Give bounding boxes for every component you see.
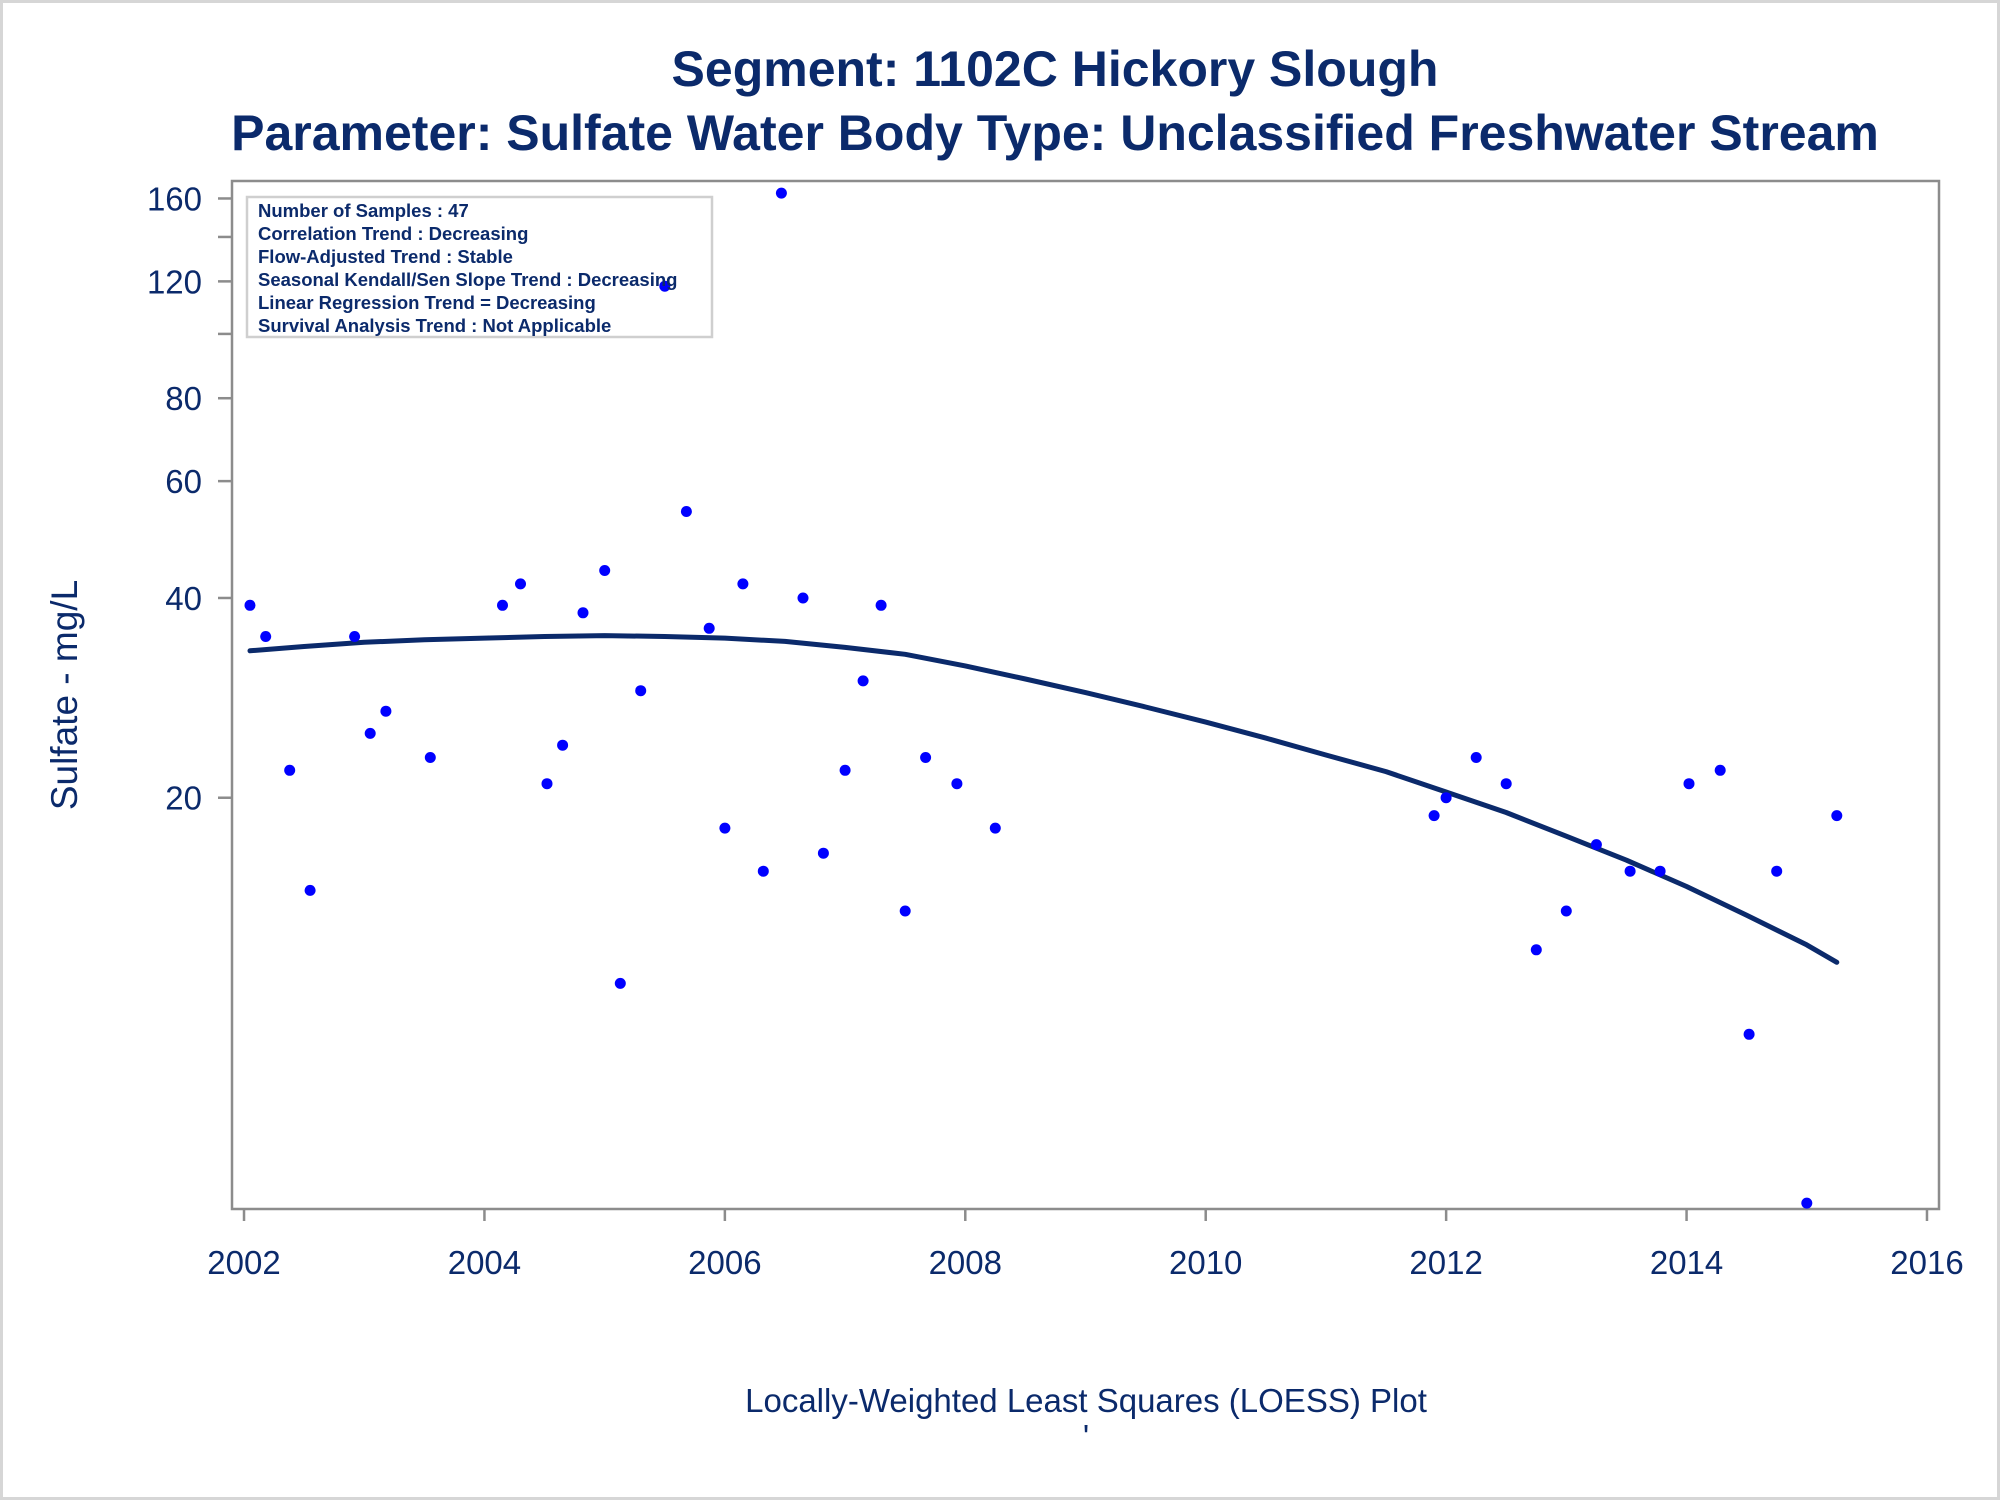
- data-point: [577, 607, 589, 619]
- data-point: [614, 977, 626, 989]
- data-point: [541, 778, 553, 790]
- y-tick-label: 80: [165, 380, 202, 417]
- data-point: [737, 578, 749, 590]
- data-point: [1654, 865, 1666, 877]
- data-marks: [244, 187, 1843, 1209]
- y-tick-label: 20: [165, 780, 202, 817]
- data-point: [515, 578, 526, 590]
- x-tick-label: 2014: [1650, 1244, 1723, 1281]
- inset-line: Seasonal Kendall/Sen Slope Trend : Decre…: [258, 269, 677, 290]
- data-point: [817, 847, 829, 859]
- data-point: [775, 187, 787, 199]
- data-point: [680, 506, 692, 517]
- data-point: [557, 739, 569, 751]
- y-tick-label: 40: [165, 580, 202, 617]
- data-point: [951, 778, 963, 790]
- y-axis-label: Sulfate - mg/L: [44, 580, 85, 810]
- inset-line: Flow-Adjusted Trend : Stable: [258, 246, 513, 267]
- data-point: [497, 599, 508, 611]
- x-tick-label: 2006: [688, 1244, 761, 1281]
- data-point: [1500, 778, 1512, 790]
- data-point: [599, 565, 611, 576]
- data-point: [364, 727, 376, 739]
- x-tick-label: 2012: [1409, 1244, 1482, 1281]
- data-point: [1428, 810, 1440, 822]
- data-point: [304, 884, 316, 896]
- x-tick-label: 2010: [1169, 1244, 1242, 1281]
- data-point: [1683, 778, 1695, 790]
- inset-line: Linear Regression Trend = Decreasing: [258, 292, 596, 313]
- data-point: [349, 631, 361, 642]
- data-point: [635, 685, 647, 697]
- data-point: [284, 764, 296, 776]
- data-point: [1530, 944, 1542, 956]
- chart-title: Segment: 1102C Hickory Slough: [672, 41, 1439, 97]
- y-tick-label: 60: [165, 463, 202, 500]
- data-point: [857, 675, 869, 687]
- inset-line: Correlation Trend : Decreasing: [258, 223, 528, 244]
- data-point: [260, 631, 272, 642]
- data-point: [875, 599, 887, 611]
- loess-line: [247, 633, 1840, 965]
- x-tick-label: 2002: [207, 1244, 280, 1281]
- x-axis: 2002 2004 2006 2008 2010 2012 2014 2016: [207, 1209, 1964, 1281]
- data-point: [1470, 752, 1482, 763]
- inset-line: Number of Samples : 47: [258, 200, 469, 221]
- data-point: [1714, 764, 1726, 776]
- plot-area: [230, 179, 1941, 1211]
- data-point: [424, 752, 436, 763]
- data-point: [1624, 865, 1636, 877]
- x-tick-label: 2004: [448, 1244, 521, 1281]
- stats-inset: Number of Samples : 47 Correlation Trend…: [245, 195, 714, 339]
- y-axis: 20 40 60 80 120 160: [147, 180, 232, 817]
- footnote-mark: ': [1083, 1418, 1089, 1455]
- data-point: [1560, 905, 1572, 917]
- footnote: Locally-Weighted Least Squares (LOESS) P…: [745, 1382, 1427, 1419]
- data-point: [1440, 792, 1452, 804]
- data-point: [659, 280, 671, 292]
- data-point: [244, 599, 256, 611]
- data-point: [839, 764, 851, 776]
- data-point: [757, 865, 769, 877]
- data-point: [989, 822, 1001, 834]
- data-point: [719, 822, 731, 834]
- data-point: [380, 705, 392, 717]
- y-tick-label: 120: [147, 263, 202, 300]
- data-point: [797, 592, 809, 604]
- chart-subtitle: Parameter: Sulfate Water Body Type: Uncl…: [231, 105, 1879, 161]
- x-tick-label: 2008: [929, 1244, 1002, 1281]
- inset-box: [245, 195, 714, 339]
- data-point: [1590, 839, 1602, 851]
- data-point: [703, 622, 715, 634]
- data-point: [1801, 1197, 1813, 1209]
- data-point: [1831, 810, 1843, 822]
- y-tick-label: 160: [147, 180, 202, 217]
- data-point: [1771, 865, 1783, 877]
- data-point: [1743, 1028, 1755, 1040]
- x-tick-label: 2016: [1890, 1244, 1963, 1281]
- data-point: [899, 905, 911, 917]
- inset-line: Survival Analysis Trend : Not Applicable: [258, 315, 611, 336]
- data-point: [920, 752, 932, 763]
